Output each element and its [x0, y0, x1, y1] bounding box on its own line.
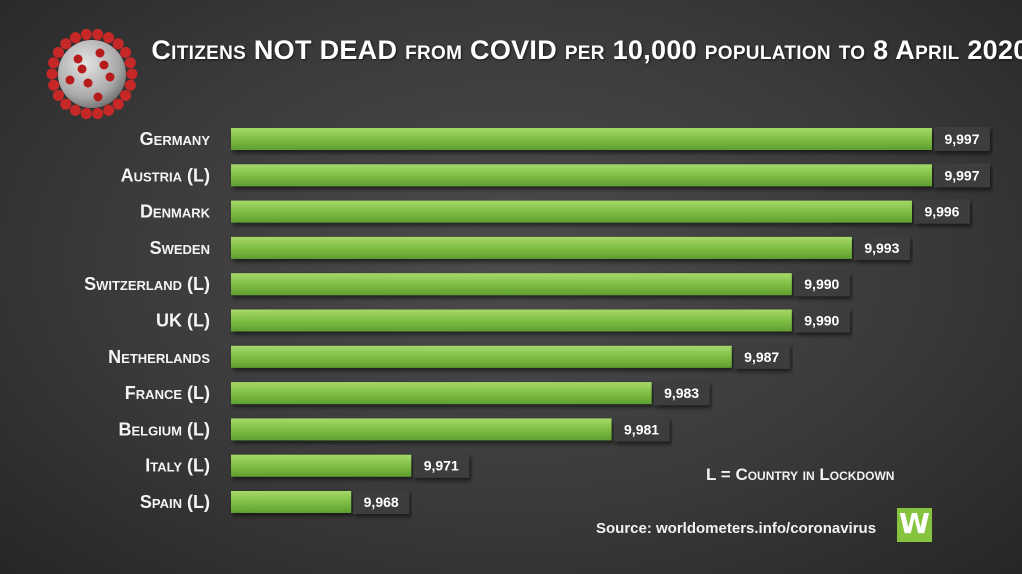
category-label: Denmark [140, 202, 211, 222]
value-label-box [413, 453, 470, 478]
bar [231, 309, 792, 332]
value-label-box [793, 272, 850, 297]
category-label: Switzerland (L) [84, 274, 210, 294]
bar [231, 128, 932, 150]
value-label: 9,971 [424, 458, 459, 474]
category-label: France (L) [125, 383, 210, 403]
value-label: 9,987 [744, 349, 779, 365]
bar [231, 164, 932, 187]
lockdown-note: L = Country in Lockdown [706, 465, 895, 484]
category-label: Germany [140, 129, 211, 149]
value-label-box [933, 127, 990, 151]
category-label: Spain (L) [140, 492, 210, 512]
value-label: 9,983 [664, 385, 699, 401]
value-label: 9,993 [864, 240, 899, 256]
category-label: Italy (L) [145, 456, 210, 476]
category-label: Sweden [150, 238, 210, 258]
coronavirus-icon [46, 28, 138, 120]
worldometers-logo-icon: W [897, 508, 932, 542]
category-label: Austria (L) [121, 165, 210, 185]
category-label: UK (L) [156, 311, 210, 331]
bar [231, 382, 652, 405]
category-label: Netherlands [108, 347, 210, 367]
bar [231, 345, 732, 368]
source-text: Source: worldometers.info/coronavirus [596, 520, 877, 537]
value-label: 9,968 [364, 494, 399, 510]
value-label-box [653, 381, 710, 406]
bar [231, 236, 852, 259]
bar [231, 200, 912, 223]
bar [231, 491, 352, 513]
value-label-box [793, 308, 850, 333]
value-label: 9,990 [804, 276, 839, 292]
value-label: 9,996 [924, 204, 959, 220]
chart-title: Citizens NOT DEAD from COVID per 10,000 … [151, 35, 1022, 65]
value-label: 9,990 [804, 313, 839, 329]
bar [231, 273, 792, 296]
value-label: 9,981 [624, 421, 659, 437]
bar [231, 418, 612, 441]
value-label-box [933, 163, 990, 188]
value-label-box [853, 235, 910, 260]
category-label: Belgium (L) [118, 419, 210, 439]
value-label-box [913, 199, 970, 224]
value-label-box [353, 490, 410, 514]
bar [231, 454, 412, 477]
value-label: 9,997 [944, 131, 979, 147]
value-label: 9,997 [944, 167, 979, 183]
value-label-box [733, 344, 790, 369]
value-label-box [613, 417, 670, 442]
